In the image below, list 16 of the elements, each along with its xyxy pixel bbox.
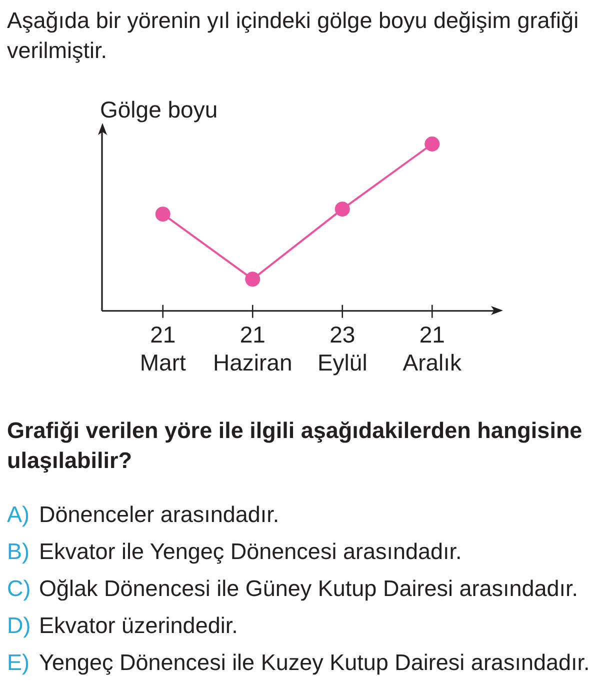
chart-title: Aşağıda bir yörenin yıl içindeki gölge boyu değişim grafiği verilmiştir. [7,7,580,65]
x-tick-label: 23 Eylül [317,321,368,376]
text: C) Oğlak Dönencesi ile Güney Kutup Dairesi arasındadır. [7,575,578,603]
text: Grafiği verilen yöre ile ilgili aşağıdakilerden hangisine ulaşılabilir? [7,417,584,475]
point [424,136,440,152]
text: E) Yengeç Dönencesi ile Kuzey Kutup Dairesi arasındadır. [7,649,590,677]
x-tick-label: 21 Aralık [402,321,462,376]
x-tick-label: 21 Mart [140,321,186,376]
text: A) Dönenceler arasındadır. [7,501,280,529]
point [155,206,170,222]
y-axis-title: Gölge boyu [100,96,218,122]
point [245,272,260,287]
text: D) Ekvator üzerindedir. [7,612,238,640]
x-tick-label: 21 Haziran [212,321,292,376]
text: B) Ekvator ile Yengeç Dönencesi arasındadır. [7,538,462,566]
point [334,202,350,217]
